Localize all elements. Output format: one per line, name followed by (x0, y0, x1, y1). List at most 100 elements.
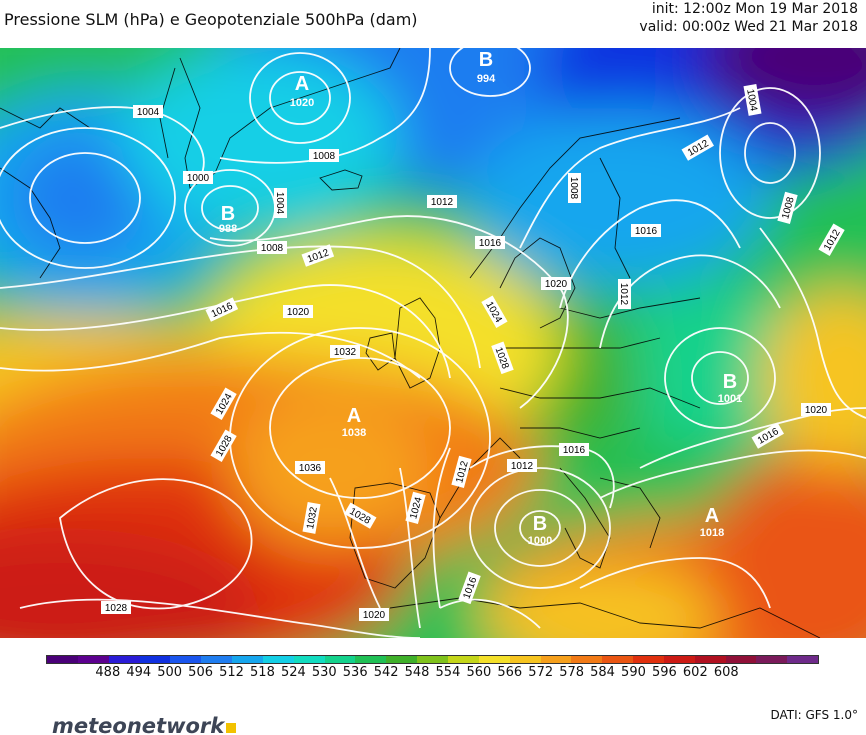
chart-title: Pressione SLM (hPa) e Geopotenziale 500h… (4, 10, 418, 29)
colorbar-tick-label: 560 (466, 665, 492, 680)
colorbar-tick-label: 572 (528, 665, 554, 680)
isobar-label: 1012 (427, 195, 457, 208)
svg-text:1008: 1008 (261, 243, 284, 254)
colorbar-tick-label: 542 (373, 665, 399, 680)
svg-text:B: B (723, 371, 737, 393)
colorbar-swatch (293, 656, 325, 663)
colorbar-swatch (77, 656, 109, 663)
svg-text:B: B (221, 203, 235, 225)
colorbar-swatch (756, 656, 788, 663)
colorbar-tick-label: 584 (590, 665, 615, 680)
low-center: B 994 (477, 49, 496, 85)
svg-text:B: B (479, 49, 493, 71)
svg-text:988: 988 (219, 223, 237, 235)
colorbar-tick-label: 590 (621, 665, 646, 680)
svg-text:1004: 1004 (744, 88, 759, 112)
init-time: init: 12:00z Mon 19 Mar 2018 (651, 1, 858, 17)
colorbar-swatch (355, 656, 387, 663)
colorbar-swatch (262, 656, 294, 663)
colorbar-swatch (139, 656, 171, 663)
colorbar-tick-label: 536 (342, 665, 368, 680)
data-source: DATI: GFS 1.0° (770, 708, 858, 722)
colorbar-swatch (47, 656, 78, 663)
isobar-label: 1016 (475, 236, 505, 249)
low-center: B 1001 (718, 371, 742, 405)
colorbar-swatch (663, 656, 695, 663)
run-info: init: 12:00z Mon 19 Mar 2018 valid: 00:0… (639, 0, 858, 36)
colorbar-swatch (478, 656, 510, 663)
colorbar-tick-label: 608 (713, 665, 739, 680)
svg-text:1020: 1020 (290, 97, 314, 109)
colorbar-swatch (602, 656, 634, 663)
svg-text:1032: 1032 (305, 506, 320, 530)
isobar-label: 1020 (541, 277, 571, 290)
colorbar-swatch (509, 656, 541, 663)
svg-text:1020: 1020 (363, 610, 386, 621)
isobar-label: 1004 (274, 188, 287, 218)
isobar-label: 1012 (507, 459, 537, 472)
svg-text:1004: 1004 (274, 192, 285, 215)
colorbar-tick-label: 506 (188, 665, 214, 680)
colorbar-tick-label: 566 (497, 665, 523, 680)
svg-text:1008: 1008 (568, 177, 579, 200)
colorbar-tick-label: 530 (311, 665, 337, 680)
svg-text:1012: 1012 (511, 461, 534, 472)
svg-text:1004: 1004 (137, 107, 160, 118)
colorbar-ticks: 488 494 500 506 512 518 524 530 536 542 548 554 560 5… (46, 665, 819, 685)
isobar-label: 1016 (631, 224, 661, 237)
colorbar (46, 655, 819, 664)
isobars (0, 48, 866, 638)
svg-text:1016: 1016 (635, 226, 658, 237)
colorbar-swatch (694, 656, 726, 663)
svg-text:1036: 1036 (299, 463, 322, 474)
svg-text:1020: 1020 (545, 279, 568, 290)
svg-text:1020: 1020 (287, 307, 310, 318)
svg-text:A: A (705, 505, 719, 527)
svg-text:1020: 1020 (805, 405, 828, 416)
colorbar-swatch (787, 656, 819, 663)
isobar-label: 1008 (568, 173, 581, 203)
isobar-labels: 1004 1008 1004 1000 1008 1012 1004 1012 … (101, 84, 845, 621)
isobar-label: 1032 (330, 345, 360, 358)
svg-text:B: B (533, 513, 547, 535)
colorbar-swatch (170, 656, 202, 663)
colorbar-tick-label: 488 (95, 665, 121, 680)
colorbar-swatch (540, 656, 572, 663)
logo-square-icon (226, 723, 237, 733)
colorbar-tick-label: 524 (280, 665, 306, 680)
colorbar-swatch (386, 656, 418, 663)
high-center: A 1038 (342, 405, 366, 439)
colorbar-tick-label: 596 (651, 665, 677, 680)
colorbar-tick-label: 578 (559, 665, 585, 680)
isobar-label: 1008 (309, 149, 339, 162)
colorbar-tick-label: 512 (219, 665, 244, 680)
svg-text:A: A (347, 405, 361, 427)
low-center: B 1000 (528, 513, 552, 547)
colorbar-swatch (417, 656, 448, 663)
isobar-label: 1020 (283, 305, 313, 318)
low-center: B 988 (219, 203, 237, 235)
colorbar-tick-label: 548 (404, 665, 430, 680)
isobar-label: 1000 (183, 171, 213, 184)
isobar-label: 1020 (801, 403, 831, 416)
svg-text:1000: 1000 (528, 535, 552, 547)
isobar-label: 1004 (133, 105, 163, 118)
colorbar-swatch (633, 656, 664, 663)
svg-text:1012: 1012 (618, 283, 629, 306)
svg-text:1028: 1028 (105, 603, 128, 614)
meteonetwork-logo: meteonetwork (52, 714, 237, 735)
isobar-label: 1036 (295, 461, 325, 474)
colorbar-swatch (447, 656, 479, 663)
high-center: A 1020 (290, 73, 314, 109)
isobar-label: 1008 (257, 241, 287, 254)
isobar-label: 1012 (618, 279, 631, 309)
isobar-label: 1028 (101, 601, 131, 614)
isobar-label: 1020 (359, 608, 389, 621)
colorbar-tick-label: 602 (682, 665, 708, 680)
colorbar-swatch (232, 656, 263, 663)
pressure-centers: A 1020 B 994 B 988 A 1038 B 1001 (219, 49, 742, 547)
svg-text:1001: 1001 (718, 393, 742, 405)
svg-text:1038: 1038 (342, 427, 366, 439)
svg-text:1000: 1000 (187, 173, 210, 184)
svg-text:A: A (295, 73, 309, 95)
